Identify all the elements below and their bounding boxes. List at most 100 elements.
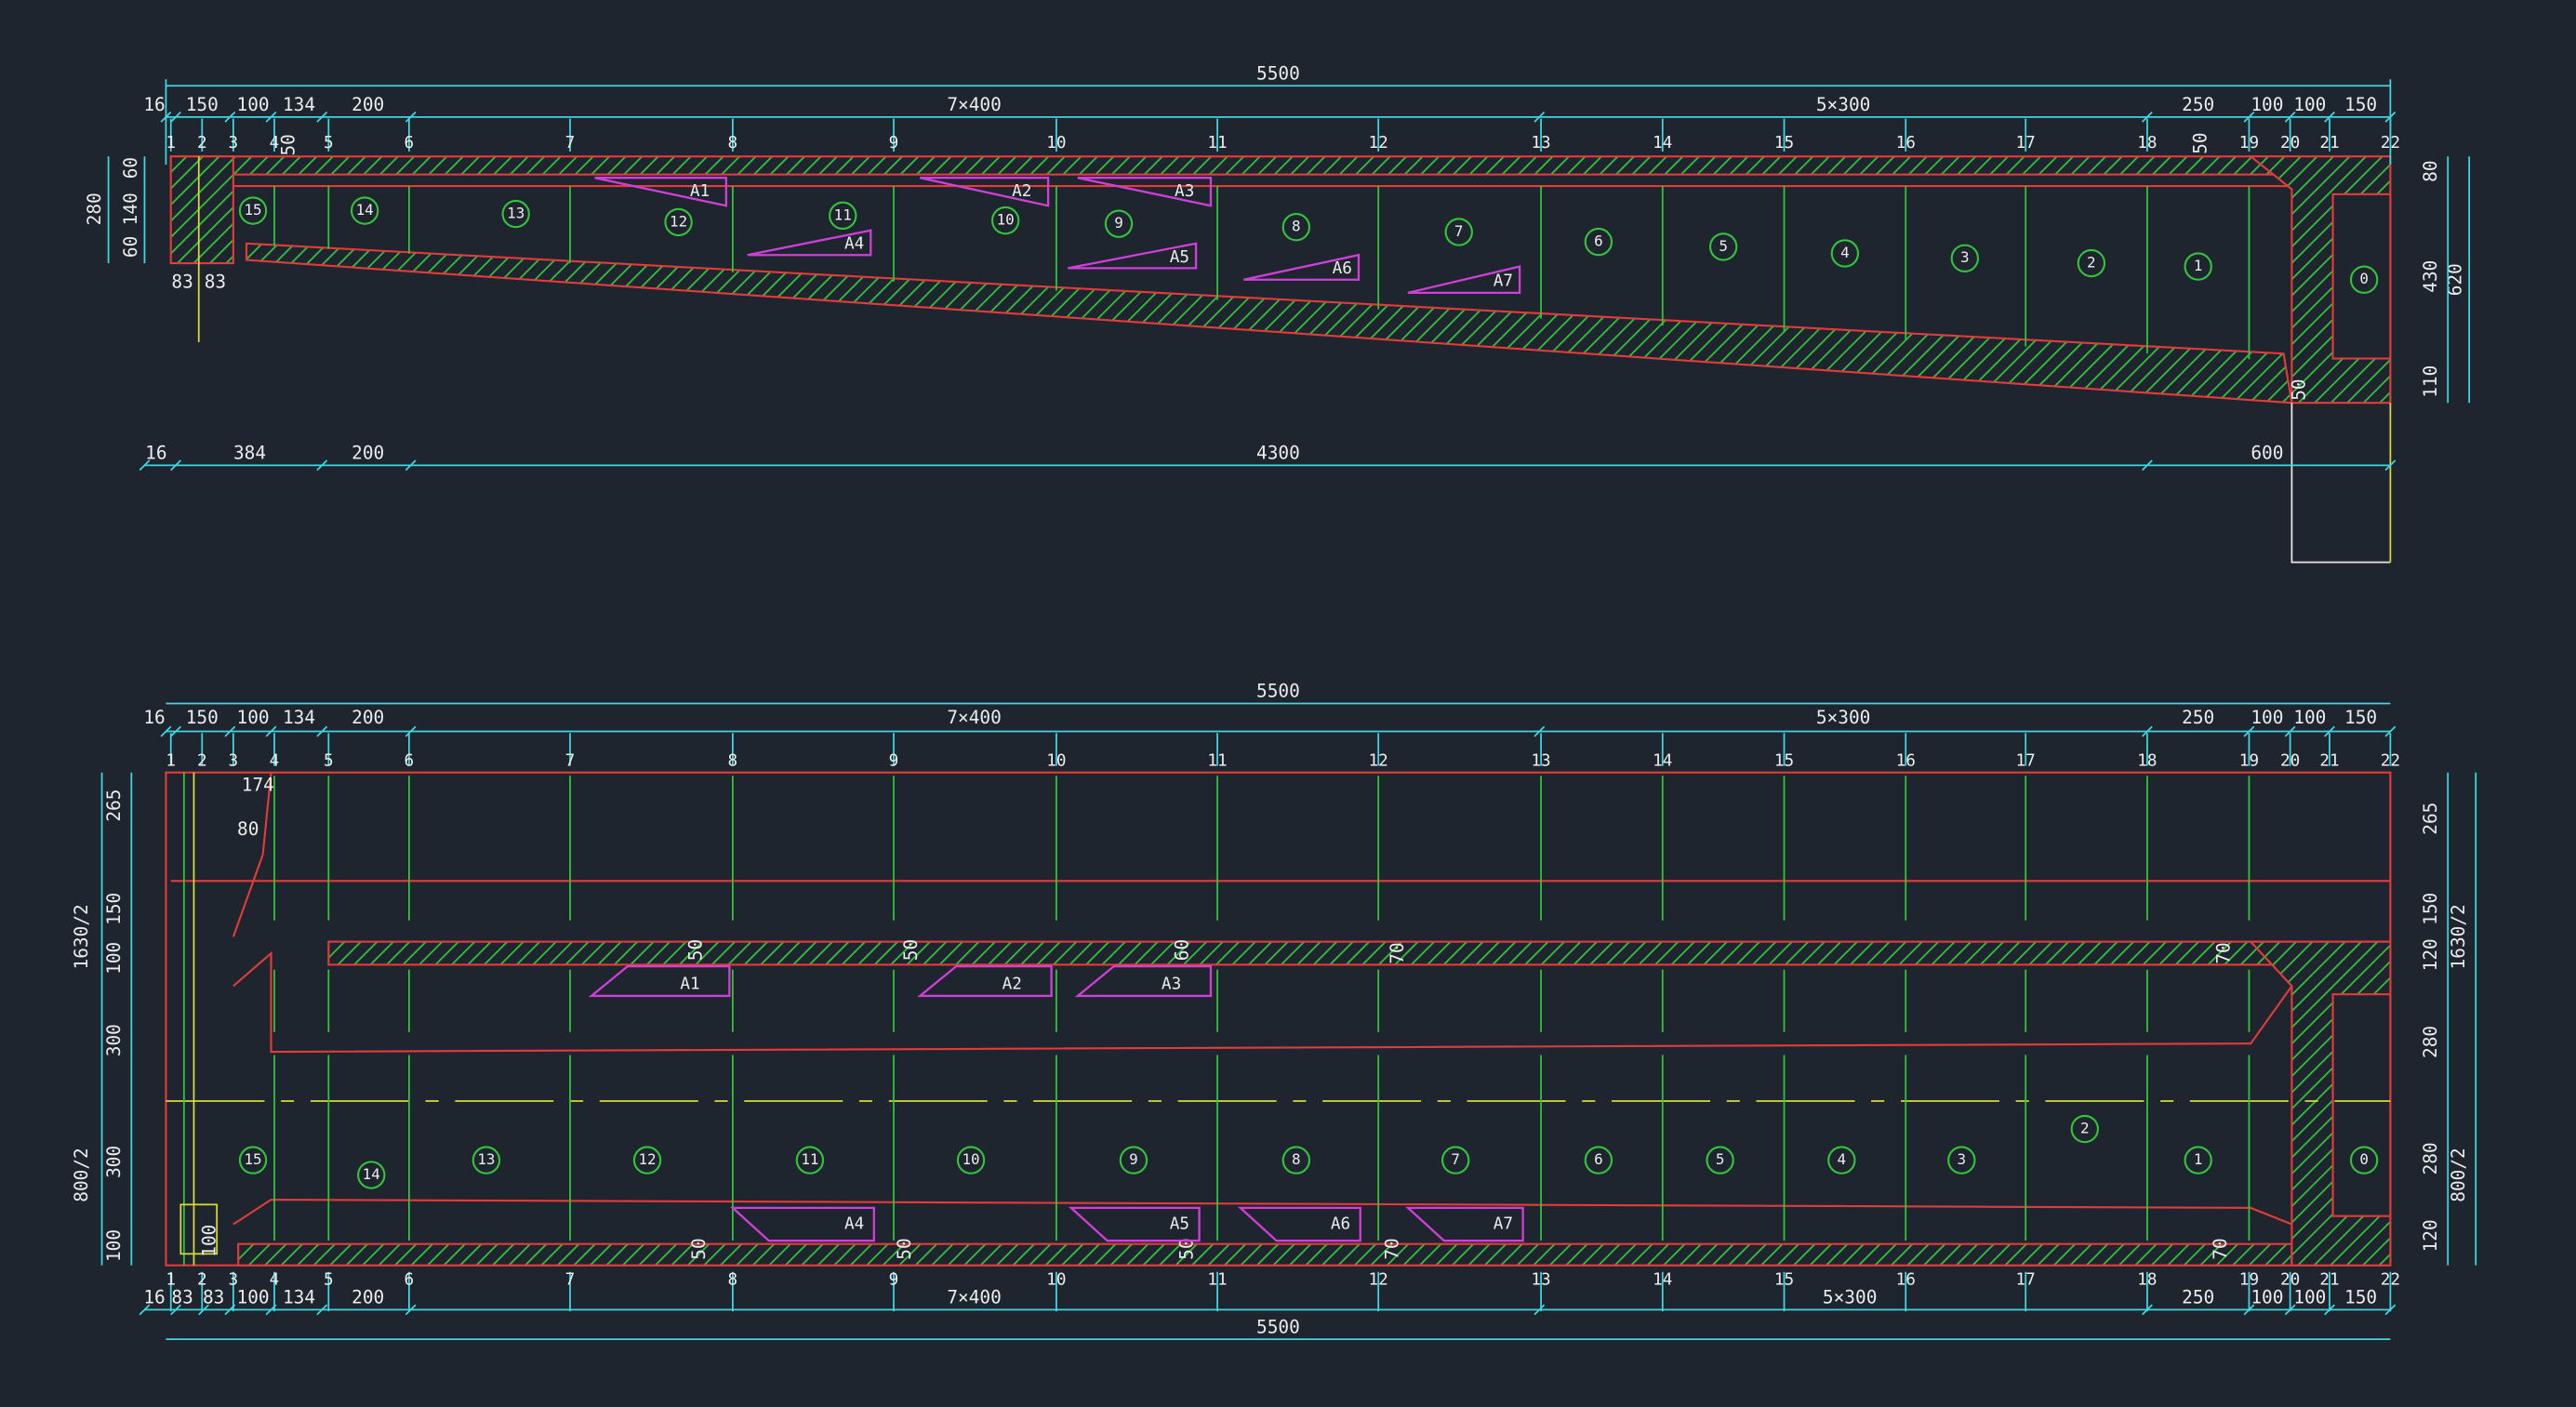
compartment-marker [1950, 244, 1980, 272]
dimension-label: 50 [2190, 132, 2211, 153]
station-label: 8 [728, 1271, 738, 1290]
dimension-label: 280 [2420, 1026, 2441, 1058]
compartment-marker [1827, 1146, 1856, 1175]
plate-outline [917, 965, 1053, 998]
dimension-label: 83 [171, 1287, 193, 1308]
compartment-marker [350, 196, 379, 225]
dimension-tick [2324, 1304, 2335, 1316]
dimension-tick [405, 1304, 417, 1316]
compartment-marker [238, 1146, 268, 1175]
station-label: 18 [2137, 1271, 2157, 1290]
station-label: 1 [166, 1271, 176, 1290]
compartment-label: 13 [477, 1150, 495, 1168]
compartment-marker [357, 1161, 386, 1189]
station-label: 6 [405, 1271, 415, 1290]
station-label: 3 [229, 1271, 239, 1290]
dimension-label: 5500 [1256, 1316, 1300, 1337]
dimension-tick [139, 1304, 151, 1316]
plate-outline [729, 1206, 875, 1242]
compartment-label: 3 [1960, 248, 1970, 266]
dimension-label: 150 [2344, 94, 2377, 115]
station-label: 20 [2280, 1271, 2300, 1290]
compartment-label: 1 [2194, 1150, 2203, 1168]
dimension-tick [265, 1304, 277, 1316]
station-label: 4 [270, 751, 280, 770]
station-label: 3 [229, 751, 239, 770]
station-label: 1 [166, 751, 176, 770]
dimension-label: 250 [2182, 1287, 2214, 1308]
compartment-label: 6 [1594, 232, 1603, 250]
compartment-marker [238, 196, 268, 225]
compartment-marker [471, 1146, 501, 1175]
dimension-label: 134 [283, 94, 315, 115]
plate-label: A7 [1494, 1215, 1513, 1234]
dimension-label: 50 [685, 939, 707, 961]
compartment-label: 4 [1840, 244, 1850, 261]
compartment-marker [2070, 1114, 2099, 1144]
dimension-label: 150 [103, 893, 125, 925]
station-label: 16 [1896, 1271, 1916, 1290]
plate-label: A6 [1333, 259, 1352, 278]
station-label: 10 [1046, 751, 1066, 770]
station-label: 17 [2016, 134, 2036, 153]
station-label: 12 [1369, 1271, 1388, 1290]
dimension-label: 100 [2251, 1287, 2283, 1308]
compartment-marker [1104, 209, 1134, 238]
dimension-label: 100 [237, 707, 270, 728]
station-label: 7 [565, 751, 576, 770]
dimension-label: 50 [894, 1238, 915, 1259]
dimension-label: 430 [2420, 260, 2441, 293]
compartment-marker [1947, 1146, 1976, 1175]
station-label: 21 [2319, 134, 2339, 153]
compartment-label: 11 [834, 206, 852, 223]
dimension-label: 250 [2182, 707, 2214, 728]
dimension-label: 100 [2293, 1287, 2326, 1308]
dimension-label: 140 [120, 192, 141, 225]
dimension-label: 280 [84, 192, 105, 225]
dimension-label: 800/2 [2448, 1148, 2469, 1201]
dimension-tick [2324, 111, 2335, 123]
compartment-label: 14 [356, 201, 374, 219]
dimension-label: 384 [233, 442, 266, 463]
compartment-label: 11 [801, 1150, 818, 1168]
station-label: 14 [1653, 751, 1672, 770]
station-label: 2 [197, 751, 207, 770]
station-label: 15 [1774, 751, 1794, 770]
compartment-marker [664, 207, 693, 237]
dimension-label: 70 [1382, 1238, 1403, 1259]
dimension-label: 250 [2182, 94, 2214, 115]
station-label: 12 [1369, 751, 1388, 770]
plate-label: A4 [844, 235, 864, 254]
inner-line [232, 1198, 2292, 1226]
station-label: 7 [565, 134, 576, 153]
top-flange [169, 155, 2293, 176]
compartment-label: 14 [363, 1165, 380, 1183]
station-label: 20 [2280, 751, 2300, 770]
compartment-marker [2184, 1146, 2212, 1175]
plate-label: A6 [1331, 1215, 1350, 1234]
dimension-tick [2384, 725, 2397, 737]
compartment-label: 5 [1719, 237, 1728, 255]
compartment-marker [632, 1146, 662, 1175]
dimension-label: 50 [1176, 1238, 1198, 1259]
dimension-label: 16 [145, 442, 166, 463]
compartment-label: 15 [244, 1150, 261, 1168]
station-label: 13 [1531, 1271, 1550, 1290]
dimension-label: 100 [2251, 94, 2283, 115]
dimension-label: 265 [103, 789, 125, 821]
plate-label: A5 [1170, 248, 1189, 267]
dimension-label: 620 [2445, 263, 2466, 296]
dimension-tick [316, 1304, 328, 1316]
compartment-marker [990, 206, 1020, 235]
station-label: 8 [728, 751, 738, 770]
station-label: 17 [2016, 751, 2036, 770]
station-label: 14 [1653, 134, 1672, 153]
dimension-label: 7×400 [947, 1287, 1001, 1308]
compartment-marker [2184, 252, 2212, 281]
inner-line [232, 950, 2293, 1054]
plate-label: A2 [1003, 976, 1022, 994]
station-label: 2 [197, 1271, 207, 1290]
dimension-label: 50 [688, 1238, 710, 1259]
compartment-label: 7 [1451, 1150, 1460, 1168]
compartment-marker [1584, 227, 1613, 257]
